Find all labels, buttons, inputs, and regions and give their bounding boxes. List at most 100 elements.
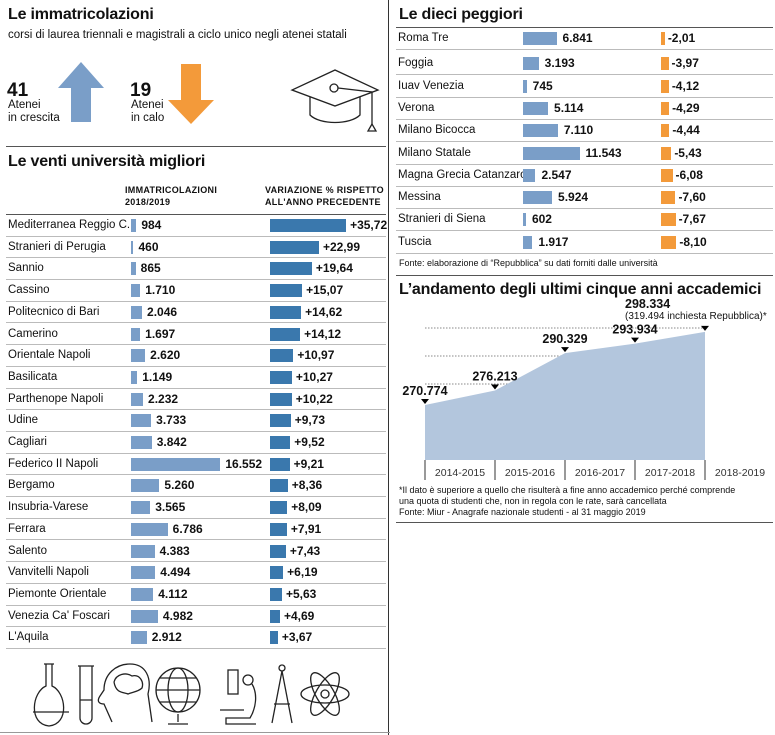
change-bar [270,284,303,298]
change-value: +5,63 [285,586,317,601]
enrolled-bar [131,544,155,558]
enrolled-bar [523,101,549,115]
enrolled-bar [523,168,536,182]
change-value: +10,22 [295,391,333,406]
enrolled-value: 4.982 [162,608,193,623]
table-row: Udine 3.733 +9,73 [6,410,386,432]
enrolled-value: 2.046 [147,304,178,319]
change-bar [270,262,312,276]
enrolled-value: 1.149 [142,369,173,384]
university-name: Mediterranea Reggio C. [8,219,131,231]
enrolled-value: 3.733 [156,413,187,428]
subtitle: corsi di laurea triennali e magistrali a… [8,29,347,41]
change-value: +14,12 [304,326,342,341]
table-row: Sannio 865 +19,64 [6,258,386,281]
enrolled-bar [131,501,151,515]
trend-footnote: *Il dato è superiore a quello che risult… [399,485,735,518]
divider [6,146,386,147]
change-header-line1: VARIAZIONE % RISPETTO [265,185,384,195]
footnote-line2: una quota di studenti che, non in regola… [399,496,667,506]
enrolled-bar [523,146,580,160]
enrolled-bar [131,479,160,493]
enrolled-bar [131,566,156,580]
change-bar [270,414,291,428]
value-marker [561,347,569,353]
table-row: Roma Tre 6.841 -2,01 [396,28,773,50]
atom-icon [300,672,350,716]
enrolled-value: 865 [140,261,161,276]
table-row: Verona 5.114 -4,29 [396,98,773,120]
table-row: Orientale Napoli 2.620 +10,97 [6,345,386,367]
enrolled-value: 7.110 [563,123,594,138]
enrolled-bar [131,457,221,471]
enrolled-value: 16.552 [225,456,263,471]
enrolled-value: 2.547 [541,167,572,182]
trend-area-chart: 270.774 276.213 290.329 293.934 2014-2015 201… [402,323,765,480]
change-bar [661,235,677,249]
change-value: +22,99 [322,239,360,254]
university-name: Parthenope Napoli [8,392,104,405]
table-row: Insubria-Varese 3.565 +8,09 [6,497,386,519]
enrolled-value: 11.543 [585,145,622,160]
enrolled-bar [131,327,141,341]
change-bar [270,392,292,406]
enrolled-value: 745 [532,78,553,93]
value-label: 270.774 [402,384,447,398]
enrolled-bar [523,57,539,71]
change-bar [270,349,294,363]
enrolled-value: 5.114 [554,100,584,115]
x-tick-label: 2015-2016 [505,467,555,479]
enrolled-bar [523,32,557,45]
enrolled-bar [523,213,526,227]
down-count: 19 [130,80,152,101]
down-label-line1: Atenei [131,99,164,111]
change-value: +6,19 [287,565,318,580]
university-name: Roma Tre [398,32,449,44]
table-row: Cagliari 3.842 +9,52 [6,432,386,454]
table-row: Ferrara 6.786 +7,91 [6,519,386,541]
table-row: Camerino 1.697 +14,12 [6,324,386,346]
table-row: Federico II Napoli 16.552 +9,21 [6,454,386,476]
university-name: Sannio [8,262,44,275]
change-bar [270,305,302,319]
change-bar [270,566,284,580]
change-bar [661,213,676,227]
x-tick-label: 2017-2018 [645,467,695,479]
table-row: Stranieri di Siena 602 -7,67 [396,209,773,232]
change-bar [270,436,291,449]
enrolled-bar [131,240,134,254]
table-row: Cassino 1.710 +15,07 [6,280,386,302]
enrolled-value: 3.565 [155,500,186,515]
enrolled-bar [131,436,152,449]
change-bar [661,124,670,138]
microscope-icon [220,669,257,725]
change-value: +8,36 [291,478,323,493]
enrolled-value: 3.193 [544,56,575,71]
enrolled-value: 6.786 [172,521,203,536]
university-name: Vanvitelli Napoli [8,566,89,579]
university-name: Bergamo [8,479,55,492]
arrow-down-icon [168,64,214,124]
enrolled-bar [131,262,136,276]
enrolled-value: 4.383 [159,543,190,558]
enrolled-value: 6.841 [562,31,593,45]
enrolled-value: 3.842 [156,435,187,449]
change-value: -4,29 [672,100,700,115]
change-bar [661,191,676,205]
change-bar [270,457,290,471]
university-name: Foggia [398,57,434,70]
enrolled-value: 2.912 [151,630,182,645]
worst-ten-source: Fonte: elaborazione di “Repubblica” su d… [399,258,658,268]
change-value: -7,60 [678,190,706,205]
up-label: Atenei in crescita [8,99,60,125]
trend-source: Fonte: Miur - Anagrafe nazionale student… [399,507,646,517]
change-value: +10,27 [295,369,333,384]
change-bar [661,32,665,45]
change-bar [270,370,292,384]
table-row: Mediterranea Reggio C. 984 +35,72 [6,215,387,237]
change-value: -7,67 [678,212,706,227]
change-value: +9,73 [294,413,326,428]
last-value-annotation-block: 298.334 (319.494 inchiesta Repubblica)* [625,297,767,322]
up-label-line1: Atenei [8,99,41,111]
table-row: Vanvitelli Napoli 4.494 +6,19 [6,562,386,584]
